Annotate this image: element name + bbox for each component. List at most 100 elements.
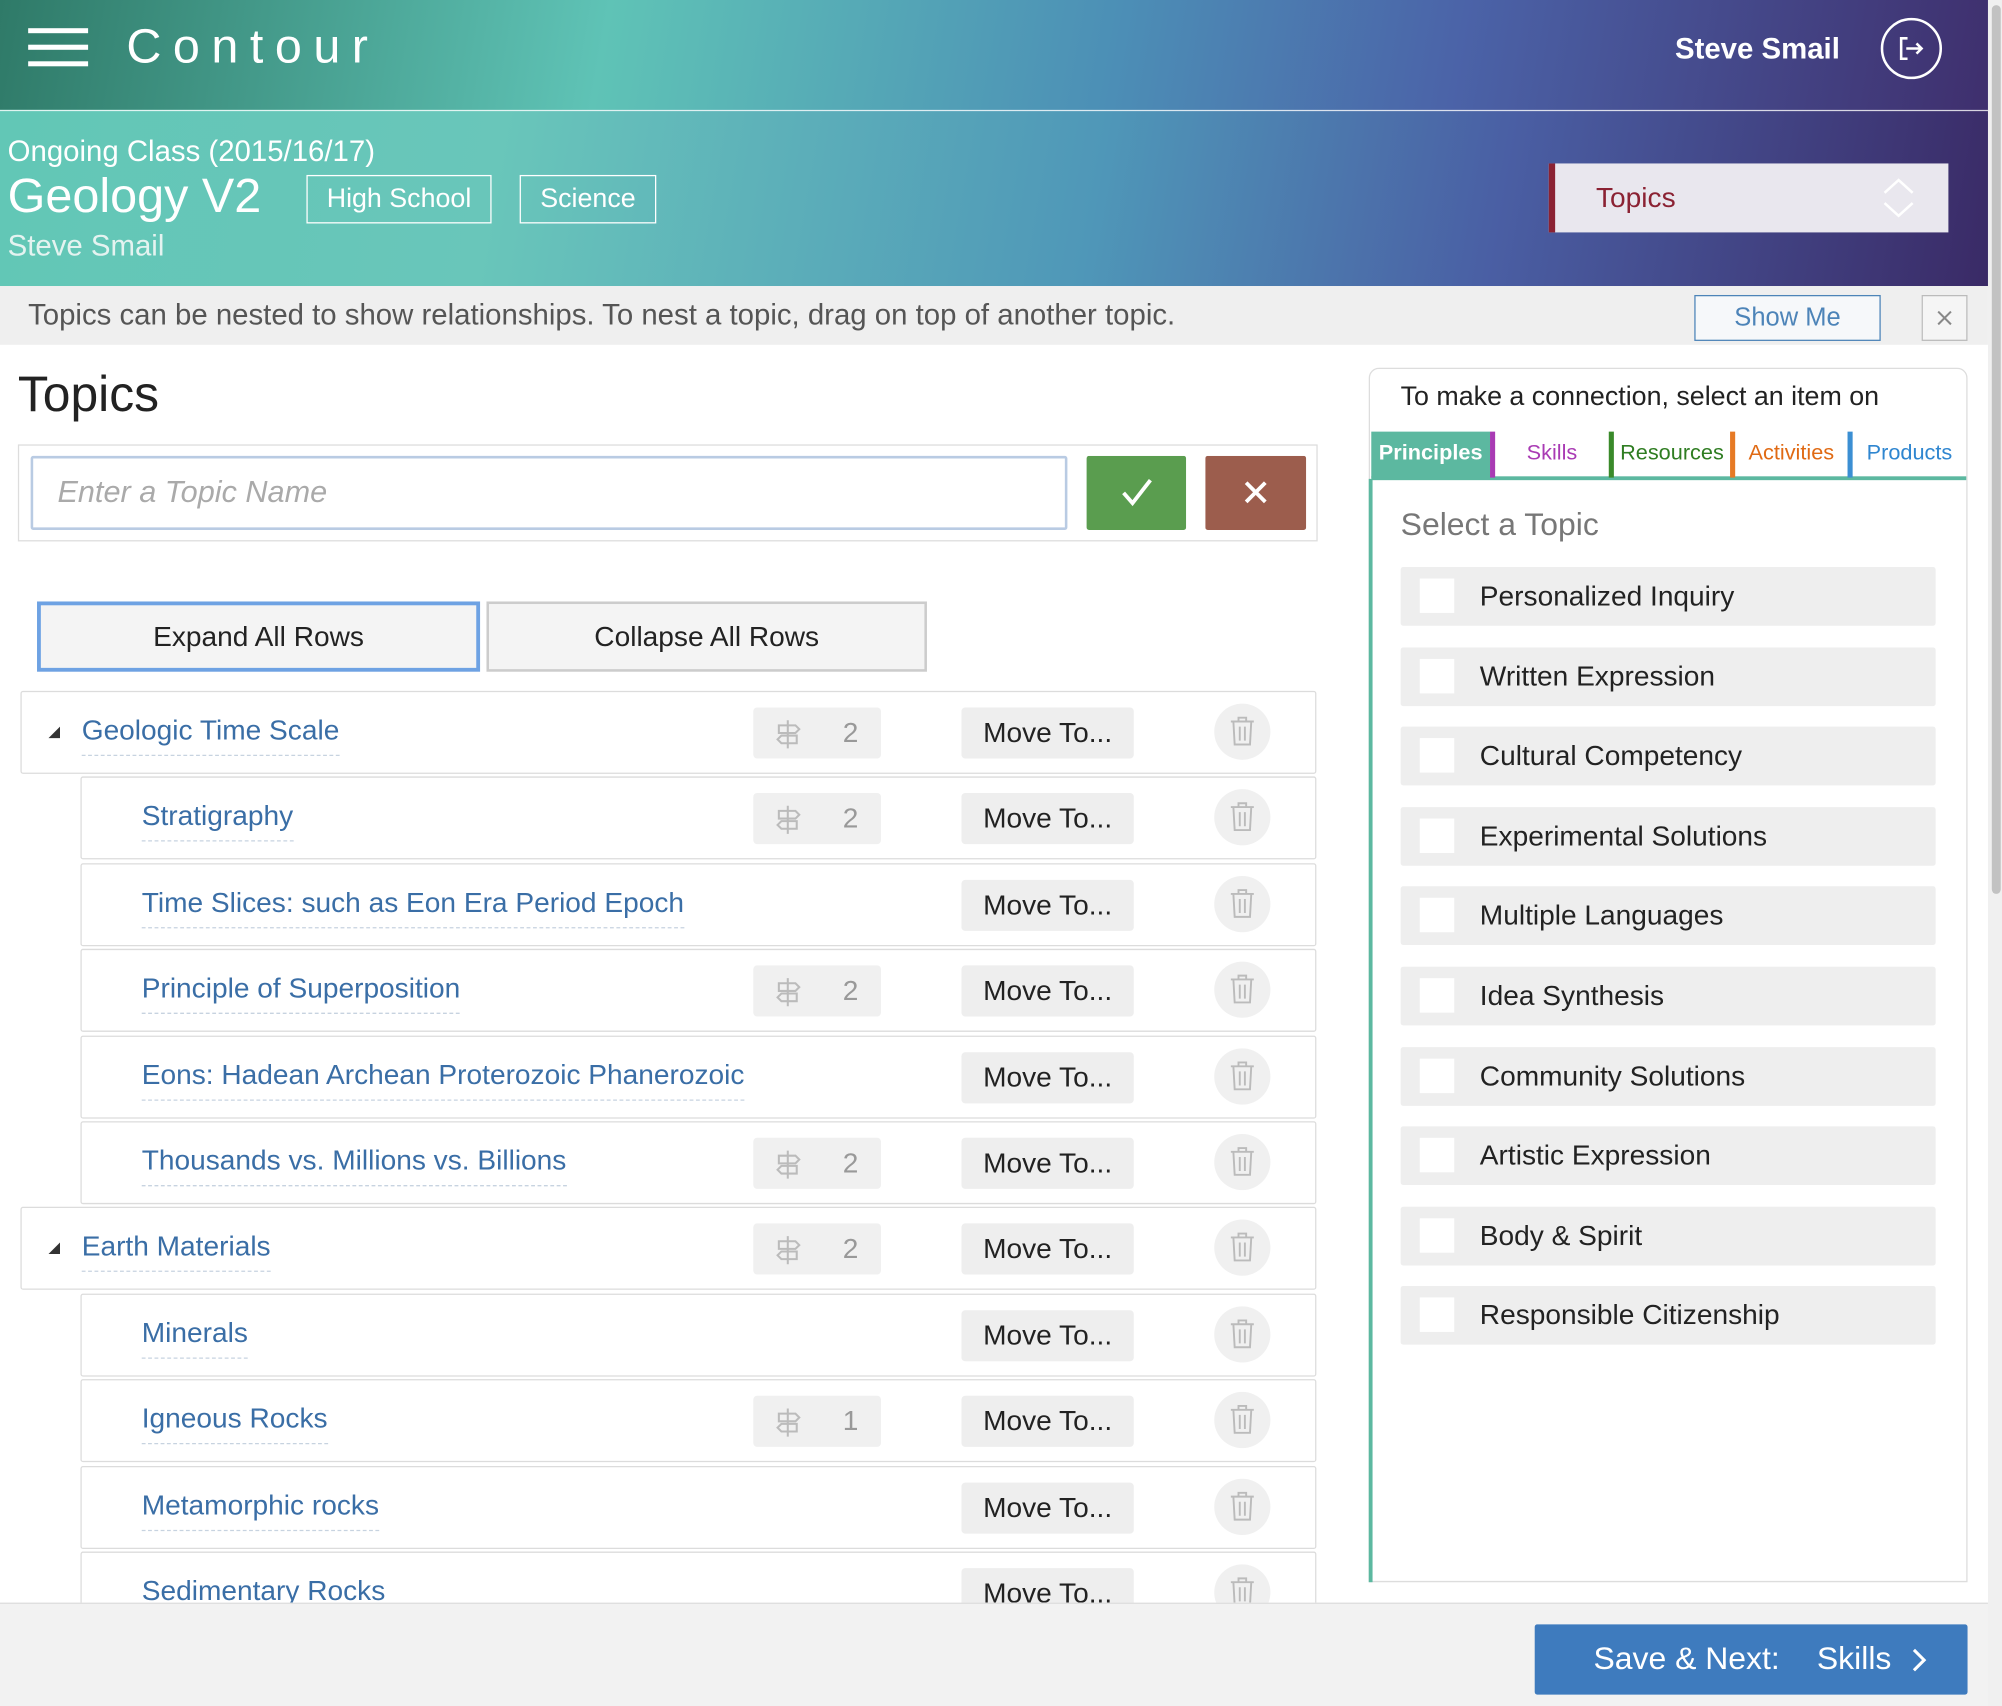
item-checkbox[interactable] <box>1419 658 1455 693</box>
next-chevron <box>1912 1648 1927 1672</box>
topic-name[interactable]: Earth Materials <box>81 1230 271 1273</box>
hint-close-button[interactable] <box>1921 294 1968 341</box>
move-to-button[interactable]: Move To... <box>961 1396 1134 1448</box>
move-to-button[interactable]: Move To... <box>961 1223 1134 1275</box>
logout-button[interactable] <box>1879 17 1943 81</box>
connection-count[interactable]: 2 <box>753 707 881 759</box>
move-to-button[interactable]: Move To... <box>961 1482 1134 1534</box>
topic-name[interactable]: Metamorphic rocks <box>141 1488 380 1531</box>
topic-name[interactable]: Thousands vs. Millions vs. Billions <box>141 1144 567 1187</box>
delete-button[interactable] <box>1214 1047 1271 1105</box>
topic-name[interactable]: Time Slices: such as Eon Era Period Epoc… <box>141 886 685 929</box>
save-next-button[interactable]: Save & Next: Skills <box>1534 1624 1968 1695</box>
connection-count[interactable]: 2 <box>753 793 881 845</box>
delete-button[interactable] <box>1214 961 1271 1019</box>
delete-button[interactable] <box>1214 1392 1271 1449</box>
move-to-button[interactable]: Move To... <box>961 965 1134 1017</box>
cancel-button[interactable] <box>1205 455 1307 530</box>
connection-item[interactable]: Idea Synthesis <box>1400 966 1936 1026</box>
move-to-button[interactable]: Move To... <box>961 879 1134 931</box>
move-to-button[interactable]: Move To... <box>961 793 1134 845</box>
move-to-button[interactable]: Move To... <box>961 1568 1134 1603</box>
connection-count[interactable]: 2 <box>753 965 881 1017</box>
connection-item[interactable]: Artistic Expression <box>1400 1126 1936 1186</box>
topic-row[interactable]: Geologic Time Scale 2 Move To... <box>20 690 1317 774</box>
delete-button[interactable] <box>1214 789 1271 846</box>
item-checkbox[interactable] <box>1419 978 1455 1013</box>
sub-topic-row[interactable]: Igneous Rocks 1 Move To... <box>80 1379 1317 1463</box>
sub-topic-row[interactable]: Time Slices: such as Eon Era Period Epoc… <box>80 862 1317 946</box>
delete-button[interactable] <box>1214 703 1271 760</box>
item-checkbox[interactable] <box>1419 1297 1455 1333</box>
topic-name[interactable]: Eons: Hadean Archean Proterozoic Phanero… <box>141 1058 745 1101</box>
connection-count[interactable]: 2 <box>753 1137 881 1189</box>
connection-item[interactable]: Body & Spirit <box>1400 1206 1936 1266</box>
trash-icon <box>1230 974 1254 1004</box>
move-to-button[interactable]: Move To... <box>961 1137 1134 1189</box>
topic-name[interactable]: Principle of Superposition <box>141 972 461 1015</box>
connection-item[interactable]: Multiple Languages <box>1400 886 1936 946</box>
connection-item[interactable]: Experimental Solutions <box>1400 806 1936 866</box>
next-section: Skills <box>1816 1640 1892 1677</box>
selector-chevrons <box>1883 178 1914 218</box>
item-checkbox[interactable] <box>1419 818 1455 853</box>
topic-name[interactable]: Minerals <box>141 1316 248 1359</box>
sub-topic-row[interactable]: Sedimentary Rocks Move To... <box>80 1551 1317 1603</box>
connection-item[interactable]: Responsible Citizenship <box>1400 1286 1936 1346</box>
sub-topic-row[interactable]: Stratigraphy 2 Move To... <box>80 776 1317 860</box>
section-selector[interactable]: Topics <box>1548 163 1949 233</box>
sub-topic-row[interactable]: Principle of Superposition 2 Move To... <box>80 949 1317 1033</box>
topic-row[interactable]: Earth Materials 2 Move To... <box>20 1207 1317 1291</box>
delete-button[interactable] <box>1214 1133 1271 1191</box>
move-to-button[interactable]: Move To... <box>961 1309 1134 1362</box>
delete-button[interactable] <box>1214 875 1271 932</box>
sub-topic-row[interactable]: Eons: Hadean Archean Proterozoic Phanero… <box>80 1035 1317 1119</box>
topic-name[interactable]: Geologic Time Scale <box>81 714 340 756</box>
item-checkbox[interactable] <box>1419 1138 1455 1173</box>
item-checkbox[interactable] <box>1419 898 1455 933</box>
connection-count[interactable]: 2 <box>753 1223 881 1275</box>
scrollbar-thumb[interactable] <box>1991 5 2001 894</box>
connection-tab[interactable]: Products <box>1847 431 1967 478</box>
connection-item[interactable]: Written Expression <box>1400 646 1936 706</box>
item-label: Responsible Citizenship <box>1479 1299 1780 1332</box>
connection-tab[interactable]: Skills <box>1490 431 1609 478</box>
trash-icon <box>1230 802 1254 832</box>
item-checkbox[interactable] <box>1419 738 1455 773</box>
class-title: Geology V2 <box>7 169 262 224</box>
topic-name[interactable]: Sedimentary Rocks <box>142 1575 386 1603</box>
connection-item[interactable]: Community Solutions <box>1400 1046 1936 1106</box>
topic-name[interactable]: Stratigraphy <box>141 800 294 843</box>
connection-item[interactable]: Personalized Inquiry <box>1400 566 1936 626</box>
trash-icon <box>1230 1060 1254 1090</box>
sub-topic-row[interactable]: Minerals Move To... <box>80 1293 1317 1377</box>
item-label: Written Expression <box>1479 659 1716 692</box>
connection-count[interactable]: 1 <box>753 1396 881 1448</box>
item-checkbox[interactable] <box>1419 578 1455 613</box>
connection-tab[interactable]: Principles <box>1371 431 1491 478</box>
move-to-button[interactable]: Move To... <box>961 707 1134 759</box>
expand-all-button[interactable]: Expand All Rows <box>37 601 481 672</box>
panel-accent <box>1368 478 1373 1583</box>
topic-name-input[interactable]: Enter a Topic Name <box>30 455 1068 530</box>
move-to-button[interactable]: Move To... <box>961 1051 1134 1103</box>
item-checkbox[interactable] <box>1419 1217 1455 1253</box>
topic-name[interactable]: Igneous Rocks <box>141 1402 328 1445</box>
menu-button[interactable] <box>28 28 89 67</box>
delete-button[interactable] <box>1214 1220 1271 1277</box>
sub-topic-row[interactable]: Thousands vs. Millions vs. Billions 2 Move… <box>80 1121 1317 1205</box>
confirm-button[interactable] <box>1086 455 1187 530</box>
connection-count-value: 2 <box>842 1146 859 1179</box>
delete-button[interactable] <box>1214 1564 1271 1603</box>
user-name[interactable]: Steve Smail <box>1674 31 1840 66</box>
connection-tab[interactable]: Resources <box>1608 431 1730 478</box>
collapse-all-button[interactable]: Collapse All Rows <box>486 601 927 672</box>
delete-button[interactable] <box>1214 1478 1271 1535</box>
item-checkbox[interactable] <box>1419 1058 1455 1093</box>
connection-tab[interactable]: Activities <box>1730 431 1847 478</box>
delete-button[interactable] <box>1214 1306 1271 1363</box>
sub-topic-row[interactable]: Metamorphic rocks Move To... <box>80 1465 1317 1549</box>
connection-item[interactable]: Cultural Competency <box>1400 726 1936 786</box>
show-me-button[interactable]: Show Me <box>1694 294 1881 341</box>
